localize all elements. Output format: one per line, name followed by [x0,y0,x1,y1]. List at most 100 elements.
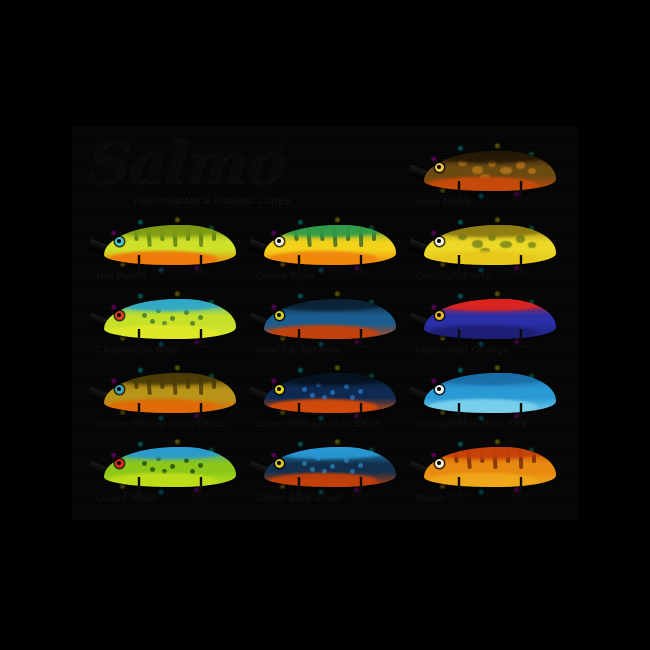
lure-back [110,447,228,459]
lure-cell[interactable]: Hot Perch [87,215,250,297]
lure-cell[interactable]: Yellow Holographic Perch [87,363,250,445]
lure-eye-icon [275,385,284,394]
lure-color-label: Silver Blue Shad [256,492,341,504]
lure-body-group [104,373,236,413]
lure-cell[interactable]: Silver Holographic Shad [247,363,410,445]
lure-eye-icon [115,385,124,394]
treble-hook-front-icon [448,477,470,503]
lure-back [430,447,548,459]
lure-image [407,363,564,423]
treble-hook-rear-icon [510,255,532,281]
treble-hook-front-icon [288,329,310,355]
lure-image [247,215,404,275]
lure-back [430,151,548,163]
lure-belly [108,473,218,487]
lure-body-group [264,447,396,487]
product-sheet: Salmo ® PERFORMANCE FISHING LURES Holo B… [72,125,578,520]
lure-image [87,289,244,349]
lure-belly [428,251,538,265]
lure-back [270,299,388,311]
lure-back [270,373,388,385]
lure-body [424,373,556,413]
lure-cell[interactable]: Silver Blue Shad [247,437,410,519]
lure-belly [268,399,378,413]
lure-belly [108,325,218,339]
lure-color-label: Real Fat Minnow [256,344,341,356]
lure-pupil [277,461,282,466]
lure-cell[interactable]: Holographic Blue Sky [407,363,570,445]
lure-body [104,373,236,413]
treble-hook-rear-icon [350,403,372,429]
lure-body [264,447,396,487]
lure-pupil [437,239,442,244]
treble-hook-rear-icon [190,329,212,355]
lure-pupil [437,165,442,170]
treble-hook-rear-icon [350,329,372,355]
lure-eye-icon [435,385,444,394]
lure-eye-icon [435,311,444,320]
lure-eye-icon [275,237,284,246]
lure-cell[interactable]: Holo Bleak [407,141,570,223]
treble-hook-rear-icon [350,255,372,281]
lure-image [87,215,244,275]
treble-hook-rear-icon [510,181,532,207]
lure-back [270,225,388,237]
lure-pupil [437,461,442,466]
treble-hook-front-icon [288,255,310,281]
lure-image [247,363,404,423]
brand-tagline: PERFORMANCE FISHING LURES [134,196,292,206]
salmo-logo: Salmo ® PERFORMANCE FISHING LURES [82,129,312,220]
lure-color-label: Holo Bleak [416,196,472,208]
lure-belly [428,473,538,487]
treble-hook-front-icon [448,403,470,429]
lure-cell[interactable]: Ultraviolet Orange [407,289,570,371]
lure-back [110,225,228,237]
lure-cell[interactable]: Real Fat Minnow [247,289,410,371]
lure-eye-icon [115,311,124,320]
lure-eye-icon [115,237,124,246]
lure-back [430,225,548,237]
lure-eye-icon [115,459,124,468]
lure-back [110,299,228,311]
lure-body [424,447,556,487]
lure-cell[interactable]: Green Tiger [247,215,410,297]
lure-cell[interactable]: Chartreuse Blue [87,289,250,371]
treble-hook-rear-icon [510,403,532,429]
lure-back [270,447,388,459]
lure-eye-icon [435,163,444,172]
lure-cell[interactable]: Lizard Shad [87,437,250,519]
lure-grid: Holo Bleak Hot Perch Green Tiger Goldfluo P… [72,125,578,520]
lure-color-label: Green Tiger [256,270,316,282]
lure-body [264,373,396,413]
lure-body [424,225,556,265]
lure-body-group [264,373,396,413]
lure-belly [108,399,218,413]
lure-belly [428,399,538,413]
lure-cell[interactable]: Goldfluo Perch [407,215,570,297]
lure-body [104,225,236,265]
treble-hook-rear-icon [190,403,212,429]
lure-color-label: Holographic Blue Sky [416,418,527,430]
lure-pupil [117,313,122,318]
treble-hook-front-icon [448,255,470,281]
lure-color-label: Yellow Holographic Perch [96,418,228,430]
lure-image [407,141,564,201]
lure-body [264,299,396,339]
lure-color-label: Hot Perch [96,270,147,282]
lure-belly [428,177,538,191]
lure-pupil [117,239,122,244]
lure-color-label: Ultraviolet Orange [416,344,509,356]
lure-body-group [104,447,236,487]
treble-hook-front-icon [128,329,150,355]
lure-image [407,215,564,275]
lure-color-label: Silver Holographic Shad [256,418,380,430]
treble-hook-front-icon [128,255,150,281]
lure-back [110,373,228,385]
lure-pupil [277,239,282,244]
lure-cell[interactable]: Wasp [407,437,570,519]
lure-eye-icon [435,459,444,468]
treble-hook-front-icon [448,329,470,355]
treble-hook-front-icon [288,477,310,503]
lure-color-label: Lizard Shad [96,492,157,504]
